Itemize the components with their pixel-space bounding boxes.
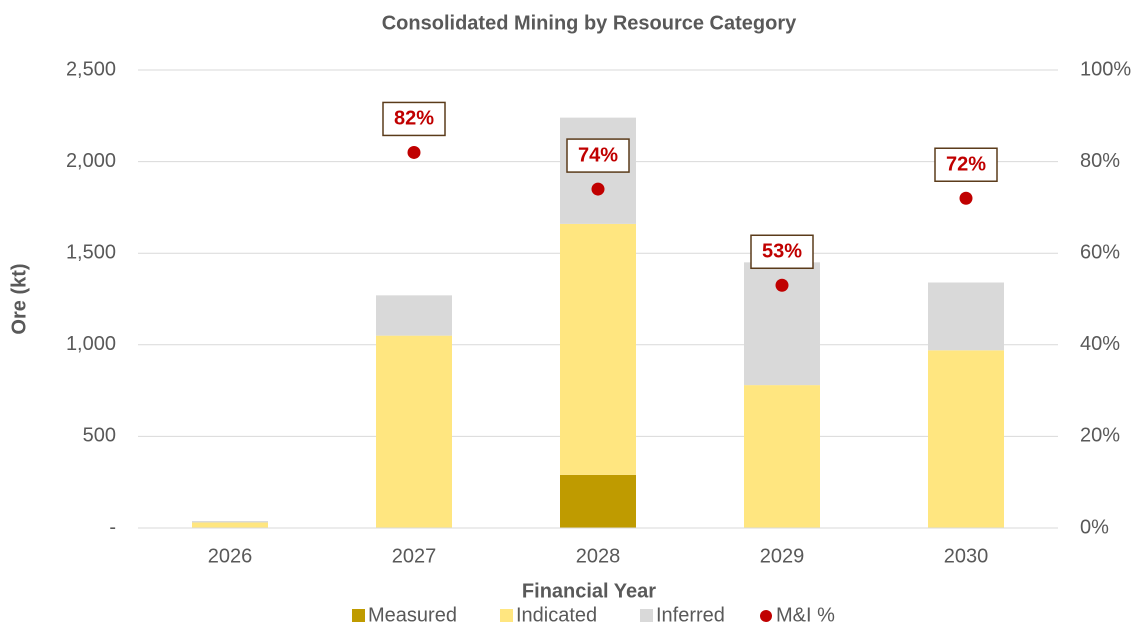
y-tick-label: 500 (83, 425, 116, 447)
data-label: 72% (946, 154, 986, 176)
data-label-box (566, 138, 630, 173)
legend-label: Inferred (656, 604, 725, 626)
legend-swatch (500, 609, 513, 622)
data-label-box (750, 234, 814, 270)
legend-marker (760, 610, 772, 622)
x-tick-label: 2027 (392, 545, 437, 567)
bar-segment (928, 282, 1004, 351)
y2-tick-label: 60% (1080, 241, 1120, 263)
legend-label: Measured (368, 604, 457, 626)
bar-segment (928, 350, 1004, 528)
y-tick-label: 2,000 (66, 150, 116, 172)
x-axis-title: Financial Year (522, 580, 656, 602)
bar-segment (376, 295, 452, 336)
x-tick-label: 2029 (760, 545, 805, 567)
bar-segment (192, 522, 268, 528)
legend-label: Indicated (516, 604, 597, 626)
point (407, 145, 421, 159)
y2-tick-label: 80% (1080, 150, 1120, 172)
y-tick-label: 2,500 (66, 58, 116, 80)
legend-swatch (352, 609, 365, 622)
bar-segment (376, 335, 452, 528)
y2-tick-label: 20% (1080, 425, 1120, 447)
x-tick-label: 2026 (208, 545, 253, 567)
data-label-box (934, 147, 998, 182)
legend-label: M&I % (776, 604, 835, 626)
y2-tick-label: 40% (1080, 333, 1120, 355)
point (591, 182, 605, 196)
y-tick-label: 1,500 (66, 241, 116, 263)
bar-segment (560, 474, 636, 528)
y2-tick-label: 0% (1080, 516, 1109, 538)
point (775, 278, 789, 292)
y-tick-label: - (109, 516, 116, 538)
data-label: 74% (578, 144, 618, 166)
y-tick-label: 1,000 (66, 333, 116, 355)
bar-segment (744, 385, 820, 528)
x-tick-label: 2030 (944, 545, 989, 567)
x-tick-label: 2028 (576, 545, 621, 567)
data-label: 82% (394, 108, 434, 130)
bar-segment (560, 223, 636, 475)
bar-segment (192, 521, 268, 523)
legend-swatch (640, 609, 653, 622)
y-axis-title: Ore (kt) (8, 263, 30, 334)
chart-title: Consolidated Mining by Resource Category (382, 12, 797, 34)
data-label: 53% (762, 241, 802, 263)
point (959, 191, 973, 205)
y2-tick-label: 100% (1080, 58, 1131, 80)
data-label-box (382, 101, 446, 137)
